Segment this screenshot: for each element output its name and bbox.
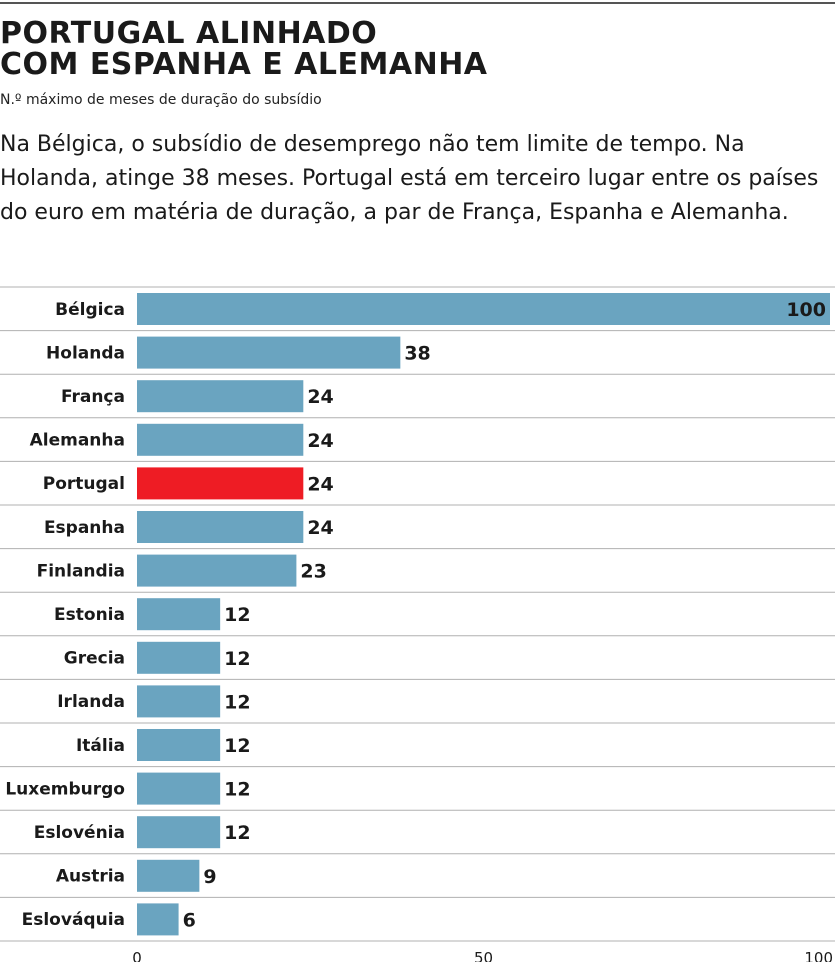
title-line-2: COM ESPANHA E ALEMANHA [0,47,488,82]
category-label: Holanda [46,343,125,363]
lead-paragraph: Na Bélgica, o subsídio de desemprego não… [0,132,819,225]
data-label: 6 [183,909,196,931]
bar [137,598,221,631]
data-label: 12 [224,691,250,713]
bar [137,511,304,543]
data-label: 9 [203,866,216,888]
category-label: Espanha [44,518,125,538]
bar [137,380,304,413]
bar [137,772,221,805]
bar [137,729,221,761]
data-label: 24 [307,473,333,495]
bar [137,336,401,369]
x-tick-label: 50 [474,949,493,962]
bar [137,293,830,325]
title-line-1: PORTUGAL ALINHADO [0,16,378,51]
category-label: Grecia [64,649,125,669]
x-tick-label: 0 [132,949,142,962]
chart-subtitle: N.º máximo de meses de duração do subsíd… [0,92,322,108]
data-label: 12 [224,735,250,757]
category-label: Estonia [54,605,125,625]
data-label: 12 [224,648,250,670]
x-tick-label: 100 [804,949,833,962]
data-label: 23 [300,561,326,583]
category-label: Itália [76,736,125,756]
category-label: Portugal [43,474,125,494]
bar [137,423,304,456]
data-label: 24 [307,386,333,408]
category-label: França [61,387,125,407]
data-label: 24 [307,430,333,452]
bar [137,859,200,892]
data-label: 100 [786,299,826,321]
top-rule [0,2,835,4]
data-label: 24 [307,517,333,539]
category-label: Irlanda [57,692,125,712]
bar [137,554,297,587]
category-label: Eslováquia [22,910,125,930]
category-label: Alemanha [30,431,125,451]
bar [137,903,179,936]
category-label: Austria [56,867,125,887]
category-label: Finlandia [37,561,125,581]
bar-highlight [137,467,304,500]
category-label: Eslovénia [34,823,125,843]
data-label: 12 [224,779,250,801]
chart-title: PORTUGAL ALINHADO COM ESPANHA E ALEMANHA [0,18,835,80]
category-label: Bélgica [55,300,125,320]
data-label: 38 [404,343,430,365]
bar [137,816,221,849]
bar [137,641,221,674]
bar [137,685,221,718]
category-label: Luxemburgo [5,779,125,799]
data-label: 12 [224,604,250,626]
data-label: 12 [224,822,250,844]
